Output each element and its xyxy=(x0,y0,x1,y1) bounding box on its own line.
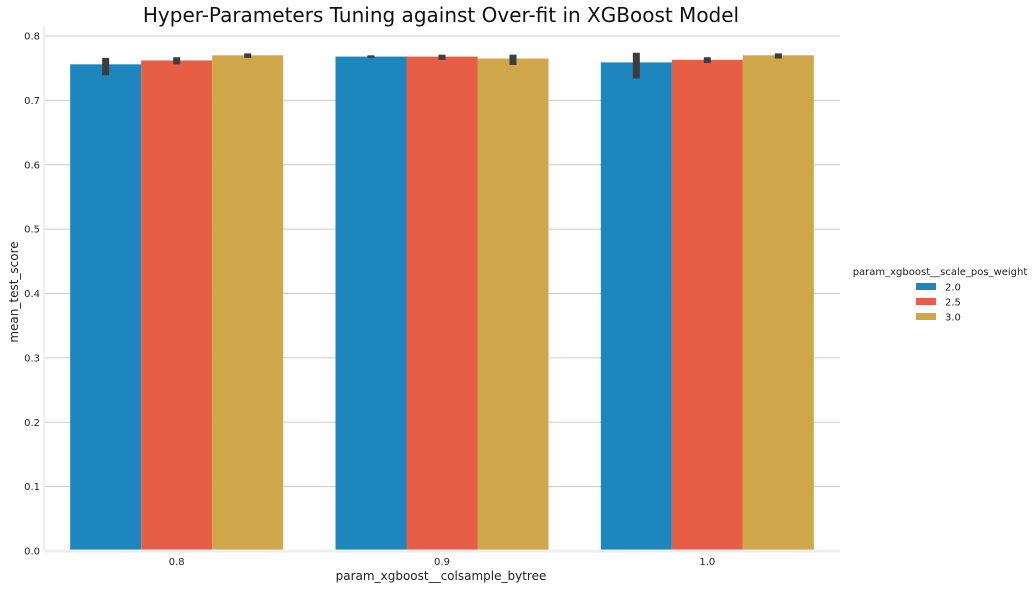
y-tick-label: 0.5 xyxy=(24,225,40,236)
y-tick-label: 0.6 xyxy=(24,160,40,171)
y-axis-label: mean_test_score xyxy=(7,241,21,342)
y-tick-label: 0.3 xyxy=(24,353,40,364)
axes: 0.0 0.1 0.2 0.3 0.4 0.5 0.6 0.7 0.8 0.8 0.9 1.0 xyxy=(24,26,840,568)
bar xyxy=(212,55,284,551)
bar xyxy=(742,55,814,551)
legend-swatch xyxy=(916,313,936,320)
legend: param_xgboost__scale_pos_weight 2.0 2.5 3.… xyxy=(853,267,1028,324)
bar xyxy=(70,64,142,551)
bars xyxy=(70,55,814,552)
y-tick-label: 0.4 xyxy=(24,289,40,300)
y-tick-label: 0.2 xyxy=(24,418,40,429)
x-tick-label: 0.8 xyxy=(169,557,185,568)
legend-label: 2.5 xyxy=(945,298,961,309)
legend-swatch xyxy=(916,298,936,305)
y-tick-label: 0.8 xyxy=(24,32,40,43)
y-tick-label: 0.7 xyxy=(24,96,40,107)
legend-swatch xyxy=(916,283,936,290)
y-tick-label: 0.0 xyxy=(24,547,40,558)
x-axis-label: param_xgboost__colsample_bytree xyxy=(336,569,547,583)
x-tick-label: 1.0 xyxy=(699,557,715,568)
bar xyxy=(406,56,478,551)
y-tick-label: 0.1 xyxy=(24,482,40,493)
error-bars xyxy=(102,52,782,79)
x-tick-label: 0.9 xyxy=(434,557,450,568)
bar xyxy=(671,59,743,551)
chart-title: Hyper-Parameters Tuning against Over-fit… xyxy=(143,3,739,27)
legend-label: 3.0 xyxy=(945,313,961,324)
legend-title: param_xgboost__scale_pos_weight xyxy=(853,267,1028,278)
bar xyxy=(600,62,672,552)
bar xyxy=(335,56,407,551)
bar xyxy=(477,58,549,551)
legend-label: 2.0 xyxy=(945,283,961,294)
bar xyxy=(141,60,213,552)
